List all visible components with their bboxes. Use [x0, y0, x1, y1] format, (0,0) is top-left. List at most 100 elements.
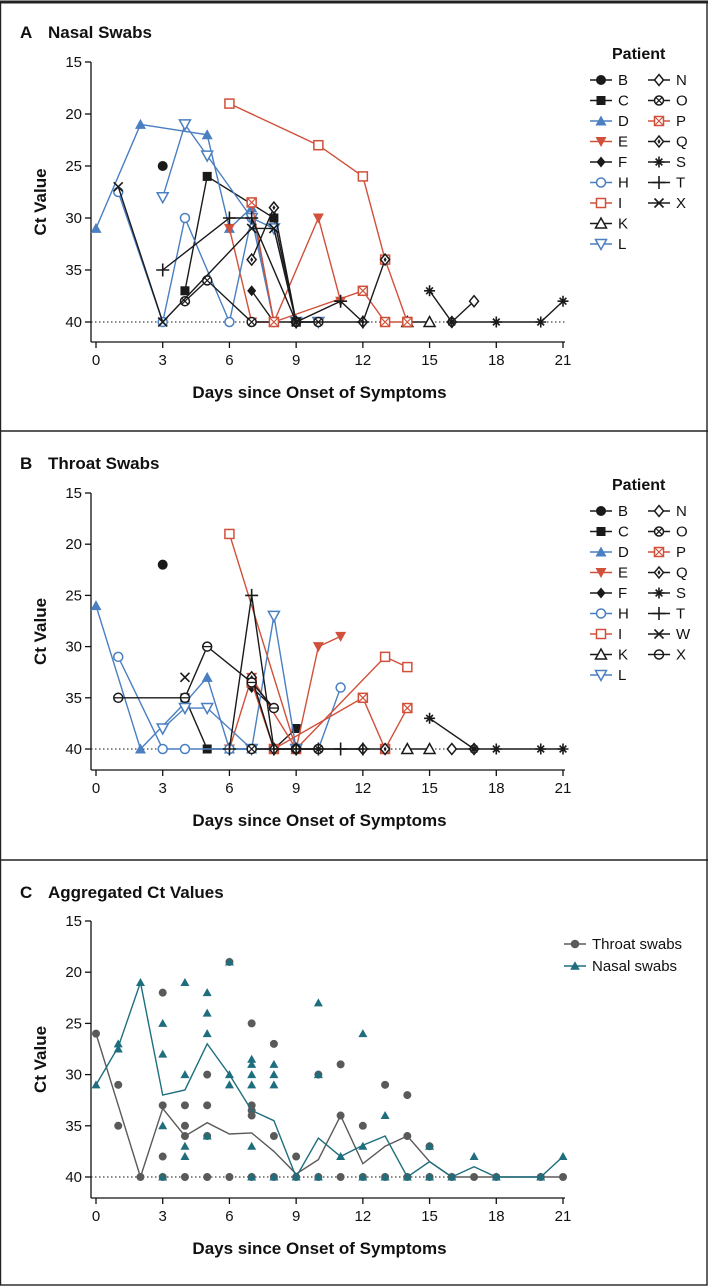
legend-label-n: N — [676, 503, 687, 520]
point-x — [157, 316, 168, 328]
legend-label-h: H — [618, 606, 629, 623]
point-t — [334, 742, 348, 756]
point-throat-swabs — [225, 1173, 234, 1181]
point-o — [246, 316, 257, 328]
point-p-cross — [246, 197, 257, 208]
legend-label-f: F — [618, 585, 627, 602]
point-t — [156, 263, 170, 277]
y-tick-label: 15 — [65, 913, 82, 930]
point-nasal-swabs — [380, 1111, 390, 1120]
legend-item-n: N — [648, 503, 687, 520]
point-h — [179, 212, 191, 224]
legend-marker-t — [652, 607, 666, 620]
panel-letter: A — [20, 23, 32, 42]
x-tick-label: 12 — [355, 1208, 372, 1225]
legend-marker-t — [652, 176, 666, 189]
legend-marker-e — [595, 568, 607, 578]
legend-label-p: P — [676, 113, 686, 130]
legend-item-d: D — [590, 113, 629, 130]
legend-title: Patient — [612, 477, 666, 494]
point-s — [468, 743, 480, 755]
point-s — [535, 316, 547, 328]
x-tick-label: 0 — [92, 352, 100, 369]
series-s — [424, 285, 569, 328]
point-nasal-swabs — [158, 1049, 168, 1058]
legend-title: Patient — [612, 46, 666, 63]
point-k — [422, 314, 437, 328]
panel-title: Throat Swabs — [48, 454, 159, 473]
point-throat-swabs — [559, 1173, 567, 1181]
point-nasal-swabs — [158, 1018, 168, 1027]
legend-item-x: X — [648, 195, 686, 212]
point-nasal-swabs — [247, 1172, 257, 1181]
legend-marker-i — [595, 197, 607, 209]
point-nasal-swabs — [269, 1172, 279, 1181]
x-tick-label: 21 — [555, 352, 572, 369]
x-tick-label: 6 — [225, 352, 233, 369]
point-nasal-swabs — [247, 1070, 257, 1079]
point-t — [222, 742, 236, 756]
legend-label-q: Q — [676, 565, 688, 582]
y-tick-label: 30 — [65, 1067, 82, 1084]
legend-marker-x — [653, 197, 665, 209]
point-nasal-swabs — [358, 1172, 368, 1181]
legend-marker-p-cross — [654, 547, 664, 557]
legend-label-p: P — [676, 544, 686, 561]
y-tick-label: 15 — [65, 485, 82, 502]
legend-label-d: D — [618, 544, 629, 561]
point-e — [312, 213, 324, 224]
x-tick-label: 18 — [488, 352, 505, 369]
series-nasal-swabs — [91, 957, 568, 1181]
legend-label-e: E — [618, 134, 628, 151]
point-p-cross — [357, 692, 368, 703]
legend-label-h: H — [618, 175, 629, 192]
legend-label-x: X — [676, 647, 686, 664]
point-nasal-swabs — [224, 1070, 234, 1079]
point-throat-swabs — [180, 1121, 189, 1130]
point-nasal-swabs — [491, 1172, 501, 1181]
legend-marker-f — [596, 587, 606, 599]
point-nasal-swabs — [158, 1121, 168, 1130]
point-throat-swabs — [203, 1070, 212, 1079]
legend-label-b: B — [618, 503, 628, 520]
point-throat-swabs — [336, 1111, 345, 1120]
series-t — [222, 588, 370, 756]
legend-label-o: O — [676, 524, 688, 541]
point-p — [357, 692, 369, 704]
point-t — [289, 742, 303, 756]
series-l — [155, 119, 326, 330]
x-tick-label: 9 — [292, 352, 300, 369]
point-l — [178, 702, 192, 716]
legend-item-e: E — [590, 565, 628, 582]
point-q — [379, 742, 391, 756]
point-n — [468, 294, 480, 308]
point-i — [313, 139, 324, 151]
point-l — [200, 702, 214, 716]
point-x — [268, 702, 280, 714]
point-d — [134, 743, 146, 754]
point-t — [245, 588, 259, 602]
point-nasal-swabs — [358, 1141, 368, 1150]
legend-marker-q-core — [657, 570, 661, 575]
point-p — [357, 285, 369, 297]
legend-label-e: E — [618, 565, 628, 582]
legend-marker-s — [653, 587, 665, 599]
point-nasal-swabs — [91, 1080, 101, 1089]
point-h — [179, 743, 191, 755]
legend-item-x: X — [648, 647, 686, 664]
legend-marker-l — [594, 669, 608, 683]
point-nasal-swabs — [313, 1070, 323, 1079]
legend-label-k: K — [618, 647, 628, 664]
series-line-h — [117, 656, 342, 750]
point-nasal-swabs — [113, 1039, 123, 1048]
point-i — [379, 651, 391, 663]
point-e — [223, 223, 235, 234]
legend-marker-n — [653, 504, 665, 518]
legend-item-throat-swabs: Throat swabs — [564, 936, 682, 953]
y-tick-label: 25 — [65, 158, 82, 175]
point-o-cross — [248, 745, 256, 753]
x-tick-label: 0 — [92, 780, 100, 797]
legend-label-o: O — [676, 93, 688, 110]
point-nasal-swabs — [291, 1172, 301, 1181]
